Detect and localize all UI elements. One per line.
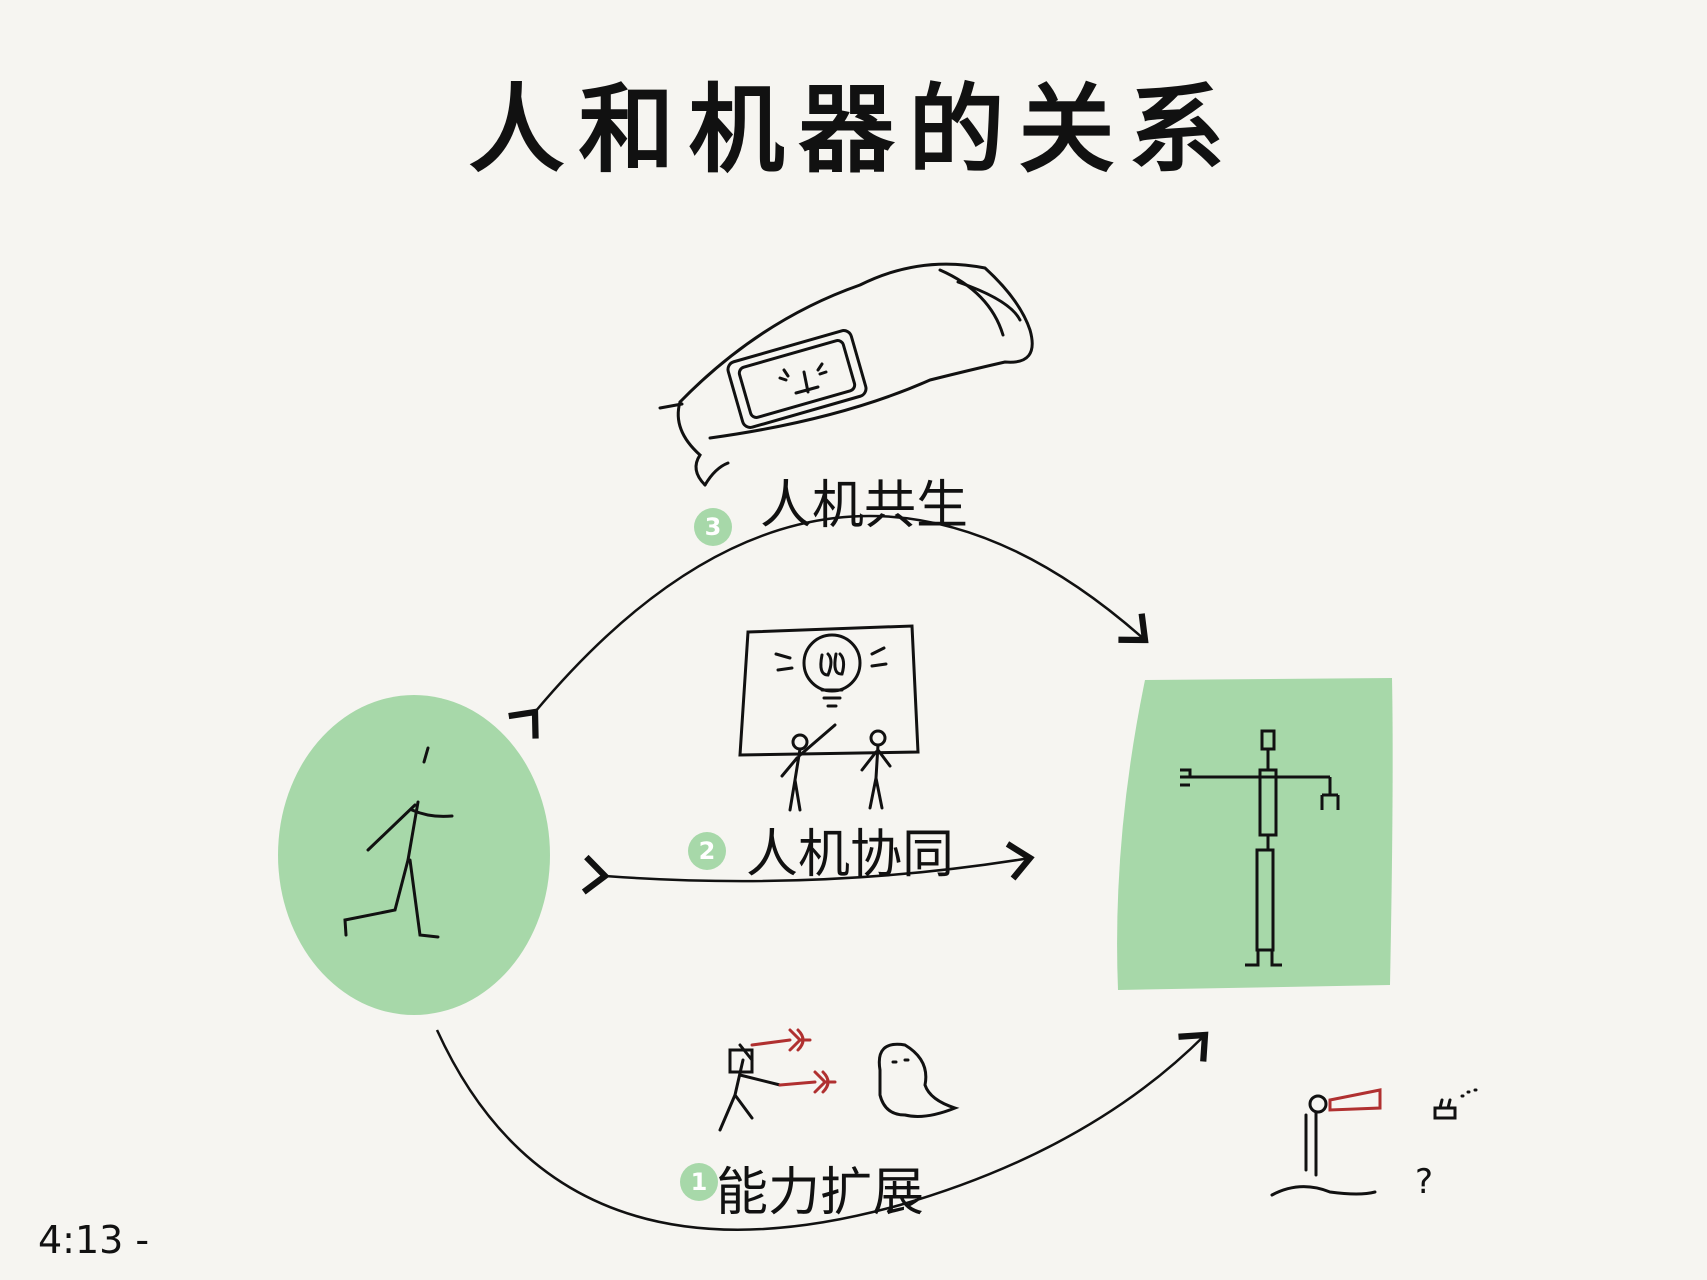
wrist-device-icon (658, 262, 1034, 487)
human-node (278, 695, 550, 1015)
page-title: 人和机器的关系 (468, 74, 1239, 186)
stage-badge-3: 3 (694, 508, 732, 546)
stage-badge-1: 1 (680, 1163, 718, 1201)
double-arrow-collaboration (581, 841, 1035, 895)
robot-icon (1180, 729, 1340, 967)
running-person-icon (343, 746, 454, 939)
arc-arrow-extension (435, 1029, 1209, 1231)
machine-rectangle (1117, 678, 1393, 990)
stage-label-collaboration: 人机协同 (746, 825, 955, 885)
stage-label-symbiosis: 人机共生 (760, 476, 969, 536)
footer-note: 4:13 - (38, 1218, 150, 1262)
stage-label-extension: 能力扩展 (716, 1163, 925, 1223)
whiteboard-collaboration-icon (738, 624, 920, 812)
human-circle (278, 695, 550, 1015)
arc-arrow-symbiosis (508, 514, 1149, 739)
stage-badge-2: 2 (688, 832, 726, 870)
fork-person-monster-icon (718, 1028, 960, 1132)
machine-node (1117, 678, 1393, 990)
question-mark: ? (1415, 1162, 1434, 1202)
explorer-telescope-icon (1270, 1088, 1478, 1197)
